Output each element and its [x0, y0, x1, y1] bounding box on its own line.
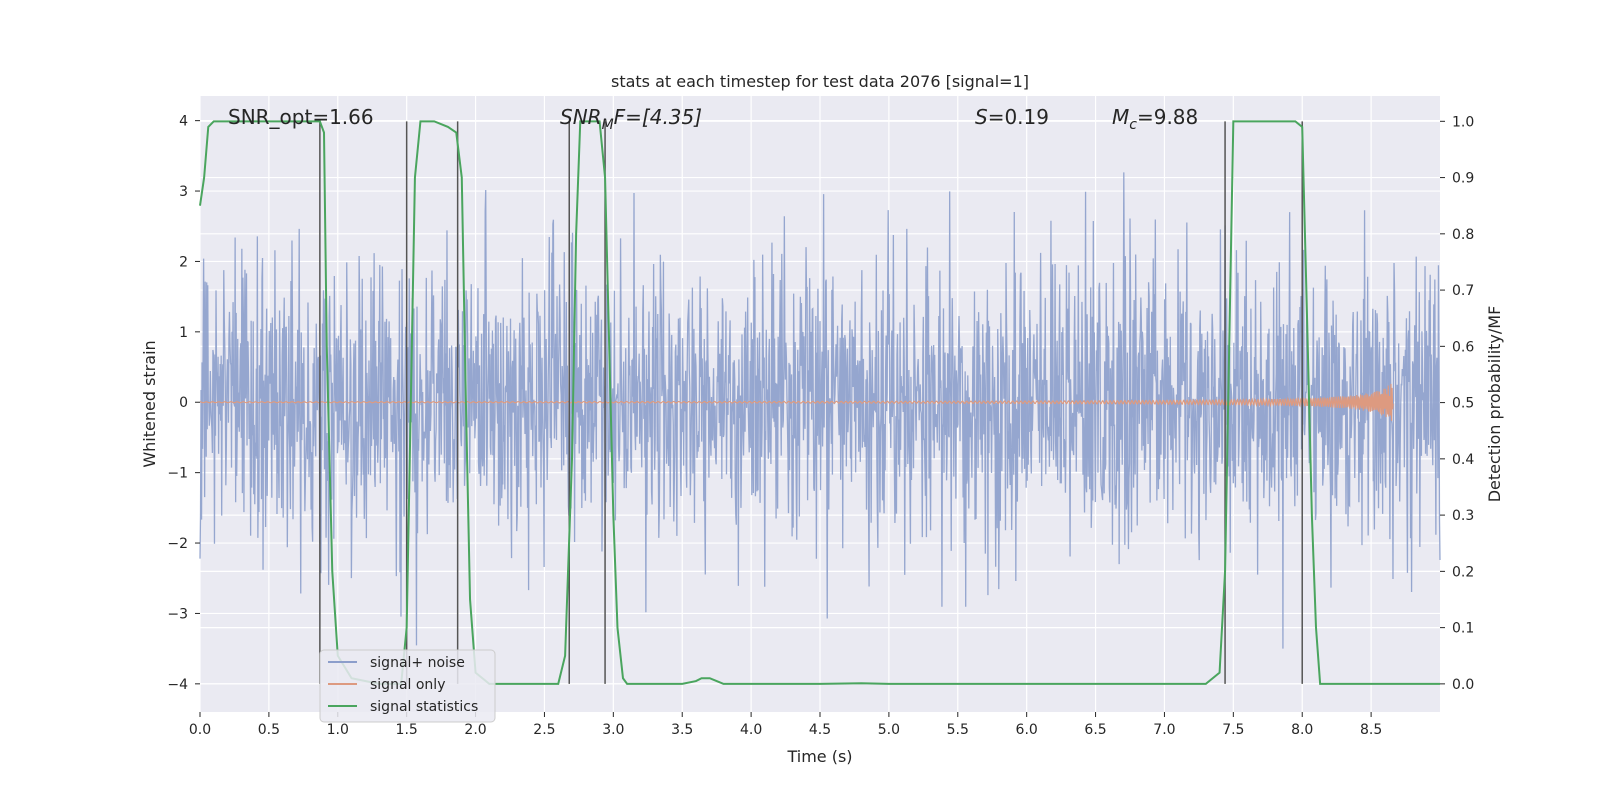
y-tick-label: 0: [179, 395, 188, 411]
x-tick-label: 6.5: [1084, 722, 1106, 738]
x-tick-label: 3.5: [671, 722, 693, 738]
y-tick-label: 1: [179, 325, 188, 341]
annotation-snr-mf: SNRMF=[4.35]: [560, 105, 702, 133]
legend: signal+ noise signal only signal statist…: [319, 649, 496, 723]
y2-tick-label: 0.6: [1452, 339, 1474, 355]
x-tick-label: 2.0: [464, 722, 486, 738]
snr-mf-rest: F=[4.35]: [614, 105, 702, 129]
y-axis-title: Whitened strain: [140, 340, 159, 467]
x-tick-label: 8.0: [1291, 722, 1313, 738]
x-tick-label: 7.0: [1153, 722, 1175, 738]
mc-main: M: [1112, 105, 1129, 129]
snr-mf-sub: M: [602, 117, 614, 133]
y-tick-label: 2: [179, 254, 188, 270]
signal-only-line: [199, 383, 1394, 421]
legend-label-signal-statistics: signal statistics: [370, 699, 478, 715]
y2-axis-title: Detection probability/MF: [1485, 306, 1504, 503]
y2-tick-label: 0.9: [1452, 171, 1474, 187]
x-tick-label: 0.0: [189, 722, 211, 738]
y-tick-label: −1: [167, 466, 188, 482]
y2-axis-ticks: 0.0 0.1 0.2 0.3 0.4 0.5 0.6 0.7 0.8 0.9 1.0: [1440, 114, 1474, 693]
x-tick-label: 7.5: [1222, 722, 1244, 738]
y2-tick-label: 0.7: [1452, 283, 1474, 299]
y-axis-ticks: −4 −3 −2 −1 0 1 2 3 4: [167, 114, 200, 693]
x-axis-ticks: 0.0 0.5 1.0 1.5 2.0 2.5 3.0 3.5 4.0 4.5 5.0 5.5 6.0 6…: [189, 712, 1382, 738]
y-tick-label: 4: [179, 114, 188, 130]
mc-rest: =9.88: [1137, 105, 1198, 129]
y-tick-label: −3: [167, 606, 188, 622]
y2-tick-label: 0.8: [1452, 227, 1474, 243]
x-tick-label: 4.0: [740, 722, 762, 738]
x-tick-label: 2.5: [533, 722, 555, 738]
legend-label-signal-noise: signal+ noise: [370, 655, 465, 671]
y2-tick-label: 0.5: [1452, 396, 1474, 412]
y-tick-label: −2: [167, 536, 188, 552]
y2-tick-label: 0.1: [1452, 621, 1474, 637]
s-main: S: [975, 105, 988, 129]
y2-tick-label: 1.0: [1452, 114, 1474, 130]
s-rest: =0.19: [988, 105, 1049, 129]
x-axis-title: Time (s): [786, 747, 852, 766]
x-tick-label: 8.5: [1360, 722, 1382, 738]
snr-mf-main: SNR: [560, 105, 602, 129]
legend-label-signal-only: signal only: [370, 677, 445, 693]
legend-box: [319, 649, 496, 723]
x-tick-label: 5.5: [947, 722, 969, 738]
x-tick-label: 3.0: [602, 722, 624, 738]
y-tick-label: −4: [167, 677, 188, 693]
x-tick-label: 6.0: [1016, 722, 1038, 738]
y2-tick-label: 0.4: [1452, 452, 1474, 468]
y-tick-label: 3: [179, 184, 188, 200]
y2-tick-label: 0.3: [1452, 508, 1474, 524]
x-tick-label: 1.5: [396, 722, 418, 738]
x-tick-label: 5.0: [878, 722, 900, 738]
chart-title: stats at each timestep for test data 207…: [611, 72, 1029, 91]
annotation-s: S=0.19: [975, 105, 1049, 129]
x-tick-label: 0.5: [258, 722, 280, 738]
series-signal-only: [199, 383, 1394, 421]
x-tick-label: 4.5: [809, 722, 831, 738]
annotation-mc: Mc=9.88: [1112, 105, 1198, 133]
y2-tick-label: 0.0: [1452, 677, 1474, 693]
annotation-snr-opt: SNR_opt=1.66: [228, 105, 374, 129]
mc-sub: c: [1129, 117, 1137, 133]
x-tick-label: 1.0: [327, 722, 349, 738]
y2-tick-label: 0.2: [1452, 564, 1474, 580]
